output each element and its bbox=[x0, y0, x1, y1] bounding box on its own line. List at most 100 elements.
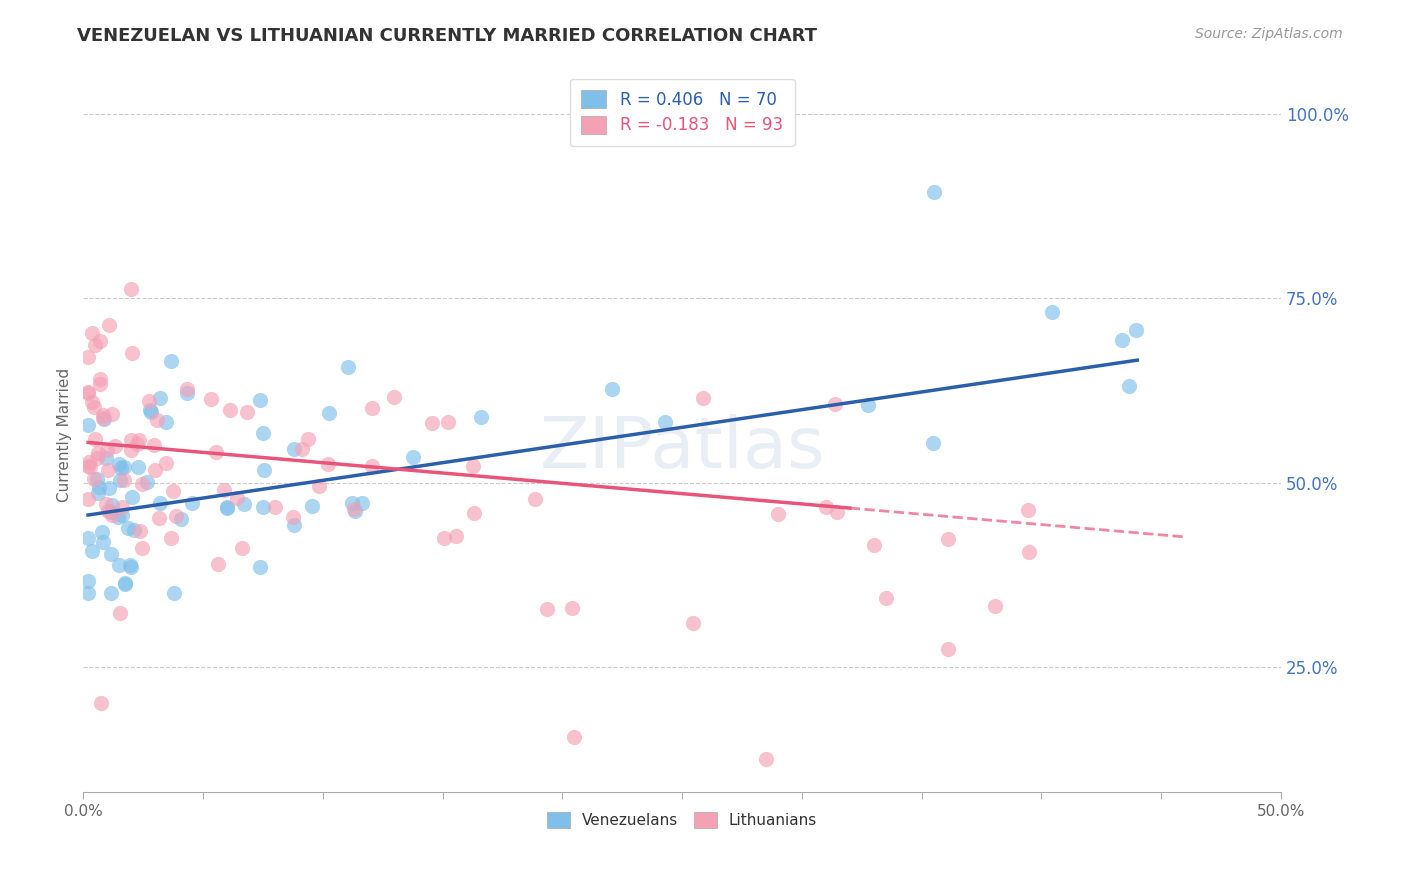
Point bbox=[97, 318, 120, 333]
Point bbox=[108, 606, 131, 620]
Point bbox=[97, 503, 120, 517]
Point bbox=[138, 403, 160, 417]
Point bbox=[219, 402, 242, 417]
Point bbox=[91, 524, 114, 539]
Point bbox=[600, 382, 623, 396]
Point bbox=[350, 496, 373, 510]
Point bbox=[343, 502, 366, 516]
Point bbox=[297, 432, 319, 446]
Point bbox=[922, 436, 945, 450]
Point bbox=[437, 415, 460, 429]
Point bbox=[114, 577, 136, 591]
Point bbox=[875, 591, 897, 605]
Point bbox=[162, 484, 184, 499]
Point bbox=[470, 410, 492, 425]
Point bbox=[117, 521, 139, 535]
Point bbox=[562, 730, 585, 744]
Point bbox=[283, 518, 305, 533]
Point bbox=[163, 586, 186, 600]
Point bbox=[149, 496, 172, 510]
Point bbox=[263, 500, 285, 514]
Point bbox=[108, 473, 131, 487]
Y-axis label: Currently Married: Currently Married bbox=[58, 368, 72, 502]
Point bbox=[121, 346, 143, 360]
Point bbox=[217, 500, 239, 515]
Point bbox=[120, 443, 142, 458]
Point bbox=[252, 426, 274, 441]
Point bbox=[96, 497, 118, 511]
Point bbox=[301, 499, 323, 513]
Point bbox=[215, 500, 238, 514]
Point bbox=[89, 377, 111, 392]
Point bbox=[94, 450, 117, 465]
Point bbox=[155, 415, 177, 429]
Point bbox=[463, 506, 485, 520]
Point bbox=[108, 558, 131, 572]
Point bbox=[155, 456, 177, 470]
Point bbox=[142, 438, 165, 452]
Point bbox=[922, 185, 945, 199]
Point bbox=[433, 531, 456, 545]
Point bbox=[308, 479, 330, 493]
Point bbox=[100, 586, 122, 600]
Point bbox=[77, 459, 100, 474]
Point bbox=[1018, 545, 1040, 559]
Point bbox=[100, 505, 122, 519]
Point bbox=[1125, 323, 1147, 337]
Point bbox=[232, 497, 254, 511]
Point bbox=[141, 405, 163, 419]
Point bbox=[131, 541, 153, 556]
Point bbox=[91, 408, 114, 422]
Point bbox=[77, 455, 100, 469]
Point bbox=[858, 398, 880, 412]
Point bbox=[283, 442, 305, 457]
Point bbox=[122, 523, 145, 537]
Point bbox=[77, 386, 100, 401]
Point bbox=[84, 432, 107, 446]
Point bbox=[160, 531, 183, 545]
Point bbox=[176, 385, 198, 400]
Point bbox=[82, 394, 104, 409]
Point bbox=[87, 446, 110, 460]
Point bbox=[90, 697, 112, 711]
Point bbox=[138, 393, 160, 408]
Point bbox=[83, 338, 105, 352]
Point bbox=[207, 557, 229, 571]
Point bbox=[252, 500, 274, 515]
Point bbox=[83, 472, 105, 486]
Point bbox=[654, 415, 676, 429]
Point bbox=[361, 401, 384, 415]
Point bbox=[86, 472, 108, 486]
Point bbox=[344, 504, 367, 518]
Point bbox=[80, 326, 103, 340]
Point bbox=[77, 385, 100, 400]
Point bbox=[77, 492, 100, 507]
Point bbox=[212, 483, 235, 497]
Point bbox=[361, 458, 384, 473]
Point bbox=[128, 433, 150, 447]
Point bbox=[77, 351, 100, 365]
Point bbox=[340, 496, 363, 510]
Point bbox=[200, 392, 222, 406]
Point bbox=[862, 538, 884, 552]
Point bbox=[83, 400, 105, 414]
Point bbox=[249, 393, 271, 408]
Point bbox=[97, 463, 120, 477]
Point bbox=[824, 397, 846, 411]
Point bbox=[463, 458, 485, 473]
Point bbox=[523, 491, 546, 506]
Point bbox=[101, 407, 124, 421]
Point bbox=[936, 532, 959, 546]
Point bbox=[318, 406, 340, 420]
Point bbox=[281, 510, 304, 524]
Point bbox=[815, 500, 838, 514]
Point bbox=[120, 559, 142, 574]
Point bbox=[253, 463, 276, 477]
Point bbox=[86, 485, 108, 500]
Point bbox=[1118, 378, 1140, 392]
Point bbox=[93, 410, 115, 425]
Legend: Venezuelans, Lithuanians: Venezuelans, Lithuanians bbox=[541, 805, 824, 834]
Point bbox=[104, 439, 127, 453]
Point bbox=[444, 529, 467, 543]
Point bbox=[86, 450, 108, 465]
